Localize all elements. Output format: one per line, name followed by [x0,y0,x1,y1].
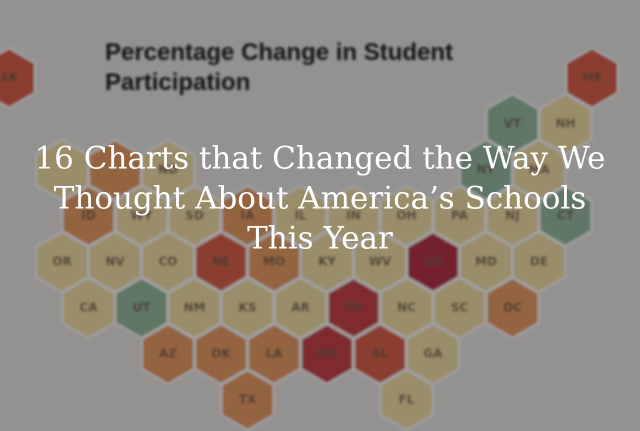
state-label: TX [239,393,257,407]
state-label: DC [503,301,522,315]
state-label: KY [318,255,336,269]
state-label: NC [397,301,416,315]
state-label: ID [81,209,95,223]
headline[interactable]: 16 Charts that Changed the Way We Though… [34,141,605,257]
state-hex [512,230,566,294]
state-label: MD [475,255,497,269]
state-label: DE [530,255,548,269]
headline-line[interactable]: 16 Charts that Changed the Way We [34,141,605,177]
state-label: AK [0,71,19,85]
state-label: WV [369,255,392,269]
state-label: NM [184,301,206,315]
state-label: FL [399,393,415,407]
headline-line[interactable]: This Year [247,221,393,257]
chart-title: Participation [105,69,250,96]
state-label: AZ [159,347,177,361]
state-hex [512,138,566,202]
state-label: MA [528,163,550,177]
state-hex [565,46,619,110]
state-label: IL [294,209,306,223]
state-label: OK [211,347,231,361]
state-label: CO [158,255,177,269]
hex-map: AK ME VT NH ND NY MA ID WY SD IA IL IN OH PA NJ CT OR NV CO… [0,39,619,431]
state-hex [379,368,434,431]
state-label: AR [291,301,310,315]
state-label: PA [451,209,469,223]
state-label: SD [185,209,204,223]
state-hex [538,92,593,156]
state-label: WY [131,209,153,223]
state-hex [485,276,540,340]
state-label: AL [372,347,389,361]
state-label: OH [396,209,416,223]
state-label: SC [451,301,469,315]
state-label: MS [317,347,338,361]
state-label: UT [133,301,152,315]
state-label: ME [582,71,602,85]
state-label: LA [266,347,284,361]
state-label: MO [263,255,285,269]
state-label: CA [79,301,98,315]
state-label: IA [241,209,255,223]
state-label: NH [555,117,575,131]
state-label: NJ [505,209,520,223]
state-hex [141,138,195,202]
chart-title: Percentage Change in Student [105,39,453,66]
headline-line[interactable]: Thought About America’s Schools [54,181,587,217]
state-label: IN [346,209,361,223]
state-label: NV [105,255,125,269]
state-label: CT [557,209,575,223]
state-label: VA [424,255,442,269]
state-label: TN [344,301,362,315]
state-hex [220,368,275,431]
state-label: ND [158,163,178,177]
state-label: NE [212,255,230,269]
state-hex [538,184,593,248]
state-label: KS [239,301,257,315]
state-label: OR [52,255,71,269]
state-label: NY [477,163,496,177]
state-hex [0,46,36,110]
state-label: VT [504,117,522,131]
state-label: GA [423,347,443,361]
state-hex [406,322,460,386]
